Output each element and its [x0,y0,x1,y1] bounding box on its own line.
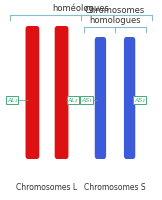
Text: Chromosomes
homologues: Chromosomes homologues [85,6,145,25]
Text: Chromosomes S: Chromosomes S [84,183,146,192]
Text: AS₂: AS₂ [134,98,145,102]
FancyBboxPatch shape [55,26,68,159]
Text: Chromosomes L: Chromosomes L [16,183,78,192]
FancyBboxPatch shape [26,26,39,159]
FancyBboxPatch shape [95,37,106,159]
Text: AL₂: AL₂ [68,98,78,102]
Text: AL₁: AL₁ [7,98,17,102]
Text: Chromosomes
homéologues: Chromosomes homéologues [51,0,111,13]
FancyBboxPatch shape [124,37,135,159]
Text: AS₁: AS₁ [81,98,92,102]
